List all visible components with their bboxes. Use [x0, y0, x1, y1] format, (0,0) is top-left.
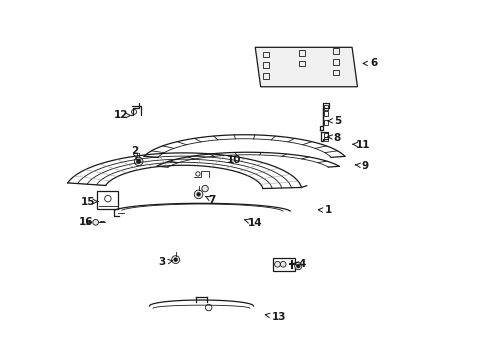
Bar: [273, 258, 294, 271]
Text: 8: 8: [327, 133, 340, 143]
Bar: [332, 69, 338, 75]
Bar: [97, 192, 118, 210]
Bar: [298, 50, 304, 55]
Text: 3: 3: [158, 257, 172, 267]
Bar: [324, 137, 327, 140]
Bar: [324, 133, 327, 136]
Text: 9: 9: [355, 161, 367, 171]
Circle shape: [274, 261, 280, 267]
Bar: [324, 105, 327, 110]
Text: 15: 15: [81, 197, 98, 207]
Text: 12: 12: [113, 111, 131, 121]
Text: 1: 1: [318, 206, 332, 216]
Text: 13: 13: [264, 312, 285, 322]
Text: 7: 7: [205, 195, 216, 205]
Bar: [324, 120, 327, 125]
Bar: [324, 111, 327, 116]
Circle shape: [171, 256, 179, 264]
Text: 5: 5: [327, 116, 341, 126]
Bar: [332, 48, 338, 54]
Circle shape: [134, 157, 142, 166]
Circle shape: [296, 264, 300, 268]
Circle shape: [294, 262, 301, 270]
Text: 2: 2: [131, 146, 139, 159]
Circle shape: [280, 261, 285, 267]
Text: 14: 14: [244, 218, 262, 228]
Circle shape: [202, 185, 208, 192]
Text: 16: 16: [78, 217, 93, 227]
Circle shape: [194, 190, 203, 199]
Bar: [263, 51, 268, 57]
Text: 11: 11: [352, 140, 369, 150]
Bar: [298, 60, 304, 66]
Bar: [263, 73, 268, 79]
Text: 4: 4: [293, 259, 305, 269]
Circle shape: [93, 220, 99, 225]
Polygon shape: [255, 47, 357, 87]
Text: 10: 10: [226, 155, 241, 165]
Circle shape: [136, 159, 141, 163]
Circle shape: [174, 258, 177, 261]
Circle shape: [196, 193, 200, 196]
Text: 6: 6: [363, 58, 376, 68]
Bar: [263, 62, 268, 68]
Bar: [332, 59, 338, 64]
